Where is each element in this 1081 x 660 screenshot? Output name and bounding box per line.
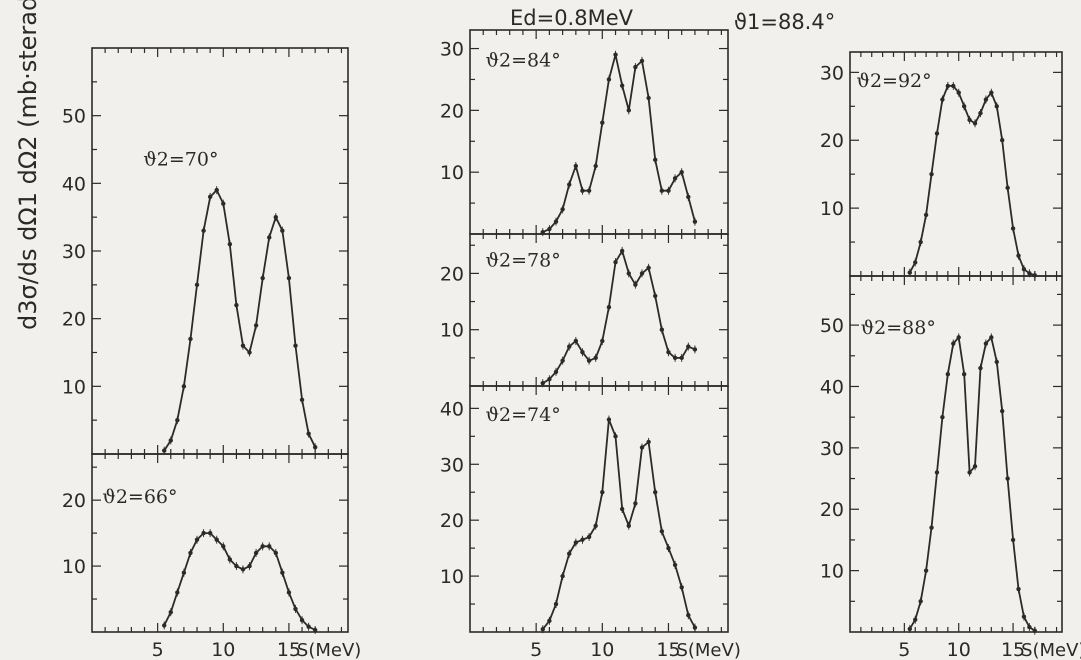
y-tick-label: 40 <box>62 173 86 195</box>
panel-frame <box>849 275 1063 633</box>
y-tick-label: 20 <box>62 309 86 331</box>
x-tick-label: 15 <box>1001 639 1025 660</box>
panel-label: ϑ2=88° <box>861 317 936 339</box>
panel-label: ϑ2=84° <box>485 50 560 72</box>
panel-frame <box>91 453 349 633</box>
x-axis-label: S(MeV) <box>1021 640 1081 660</box>
panel-5: 10 20 30 ϑ2=92° <box>820 51 1063 280</box>
series-line <box>542 418 696 630</box>
y-tick-label: 30 <box>820 438 844 460</box>
panel-frame <box>469 385 729 633</box>
panel-6: 10 20 30 40 50 5 10 15S(MeV) ϑ2=88° <box>820 275 1081 660</box>
y-tick-label: 30 <box>440 454 464 476</box>
y-tick-label: 30 <box>62 241 86 263</box>
y-tick-label: 30 <box>820 62 844 84</box>
y-tick-label: 30 <box>440 39 464 61</box>
y-tick-label: 40 <box>820 376 844 398</box>
panel-label: ϑ2=92° <box>856 70 931 92</box>
panel-1: 10 20 5 10 15S(MeV) ϑ2=66° <box>62 453 361 660</box>
series-line <box>909 336 1036 632</box>
x-axis-label: S(MeV) <box>297 640 361 660</box>
panel-4: 10 20 30 40 5 10 15S(MeV) ϑ2=74° <box>440 385 741 660</box>
x-tick-label: 5 <box>898 639 910 660</box>
x-axis-label: S(MeV) <box>676 640 740 660</box>
panel-2: 10 20 30 ϑ2=84° <box>440 29 729 237</box>
panel-0: 10 20 30 40 50 ϑ2=70° <box>62 47 349 455</box>
series-line <box>542 53 696 233</box>
theta1-label: ϑ1=88.4° <box>734 10 836 34</box>
panel-label: ϑ2=78° <box>485 249 560 271</box>
panel-label: ϑ2=70° <box>143 149 218 171</box>
y-tick-label: 10 <box>440 162 464 184</box>
x-tick-label: 5 <box>530 639 542 660</box>
series-line <box>163 189 317 452</box>
x-tick-label: 10 <box>211 639 235 660</box>
y-tick-label: 10 <box>820 198 844 220</box>
y-tick-label: 10 <box>440 566 464 588</box>
y-axis-label: d3σ/ds dΩ1 dΩ2 (mb·sterad-2·MeV-1) <box>14 0 42 330</box>
y-tick-label: 10 <box>62 556 86 578</box>
y-tick-label: 50 <box>62 106 86 128</box>
y-tick-label: 20 <box>62 490 86 512</box>
y-tick-label: 10 <box>62 376 86 398</box>
y-tick-label: 20 <box>440 100 464 122</box>
energy-label: Ed=0.8MeV <box>510 6 633 30</box>
y-tick-label: 10 <box>820 561 844 583</box>
series-line <box>909 85 1036 277</box>
series-line <box>163 532 316 631</box>
y-tick-label: 50 <box>820 315 844 337</box>
x-tick-label: 10 <box>947 639 971 660</box>
series-line <box>542 250 696 384</box>
y-tick-label: 20 <box>440 510 464 532</box>
x-tick-label: 15 <box>656 639 680 660</box>
y-tick-label: 20 <box>820 499 844 521</box>
y-tick-label: 20 <box>820 130 844 152</box>
x-tick-label: 10 <box>590 639 614 660</box>
y-tick-label: 40 <box>440 398 464 420</box>
x-tick-label: 5 <box>152 639 164 660</box>
y-tick-label: 10 <box>440 320 464 342</box>
panel-3: 10 20 ϑ2=78° <box>440 233 729 388</box>
x-tick-label: 15 <box>277 639 301 660</box>
y-tick-label: 20 <box>440 263 464 285</box>
panel-label: ϑ2=74° <box>485 404 560 426</box>
panel-label: ϑ2=66° <box>102 486 177 508</box>
panel-frame <box>91 47 349 455</box>
